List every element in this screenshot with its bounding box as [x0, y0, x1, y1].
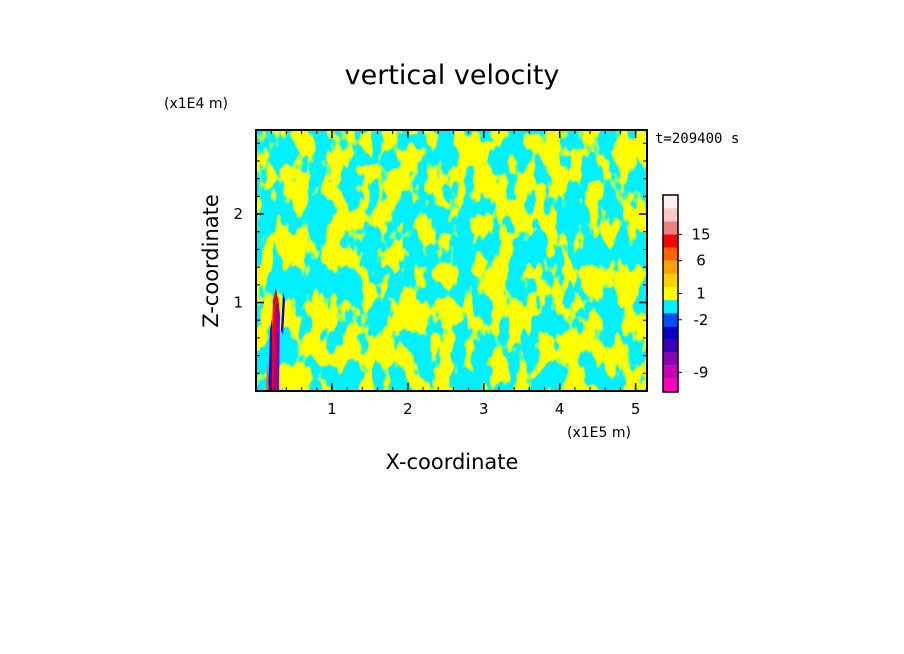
chart-title: vertical velocity: [345, 60, 560, 91]
time-label: t=209400 s: [655, 131, 739, 147]
colorbar-bin: [663, 313, 678, 327]
colorbar-bin: [663, 300, 678, 314]
colorbar-bin: [663, 234, 678, 248]
x-axis-label: X-coordinate: [386, 450, 519, 474]
colorbar-bin: [663, 352, 678, 366]
plot-frame: [255, 129, 648, 392]
colorbar-tick-label: 1: [696, 285, 706, 303]
colorbar-tick-label: 15: [691, 225, 710, 243]
x-tick-label: 2: [403, 400, 413, 418]
colorbar-bin: [663, 286, 678, 301]
x-scale-label: (x1E5 m): [567, 425, 631, 441]
y-scale-label: (x1E4 m): [164, 96, 228, 112]
y-tick-label: 1: [233, 294, 243, 312]
x-tick-label: 3: [479, 400, 489, 418]
strong-updraft-anomaly: [266, 288, 285, 391]
x-axis: 1 2 3 4 5: [270, 130, 641, 418]
y-axis: 12: [233, 142, 647, 374]
colorbar-bin: [663, 260, 678, 274]
colorbar-bin: [663, 208, 678, 222]
colorbar-bin: [663, 195, 678, 209]
colorbar-tick-label: -2: [694, 311, 709, 329]
colorbar-bin: [663, 326, 678, 340]
colorbar-bin: [663, 378, 678, 392]
x-tick-label: 4: [555, 400, 565, 418]
colorbar-bin: [663, 221, 678, 235]
colorbar-bin: [663, 273, 678, 287]
y-axis-label: Z-coordinate: [199, 194, 223, 328]
field-positive-regions: [256, 130, 647, 391]
x-tick-label: 1: [327, 400, 337, 418]
colorbar-bin: [663, 247, 678, 261]
colorbar: 15 6 1 -2 -9: [662, 194, 711, 393]
colorbar-bin: [663, 365, 678, 379]
colorbar-tick-label: 6: [696, 252, 706, 270]
velocity-field: [256, 130, 647, 391]
x-tick-label: 5: [631, 400, 641, 418]
colorbar-bin: [663, 339, 678, 353]
colorbar-tick-label: -9: [694, 363, 709, 381]
y-tick-label: 2: [233, 205, 243, 223]
